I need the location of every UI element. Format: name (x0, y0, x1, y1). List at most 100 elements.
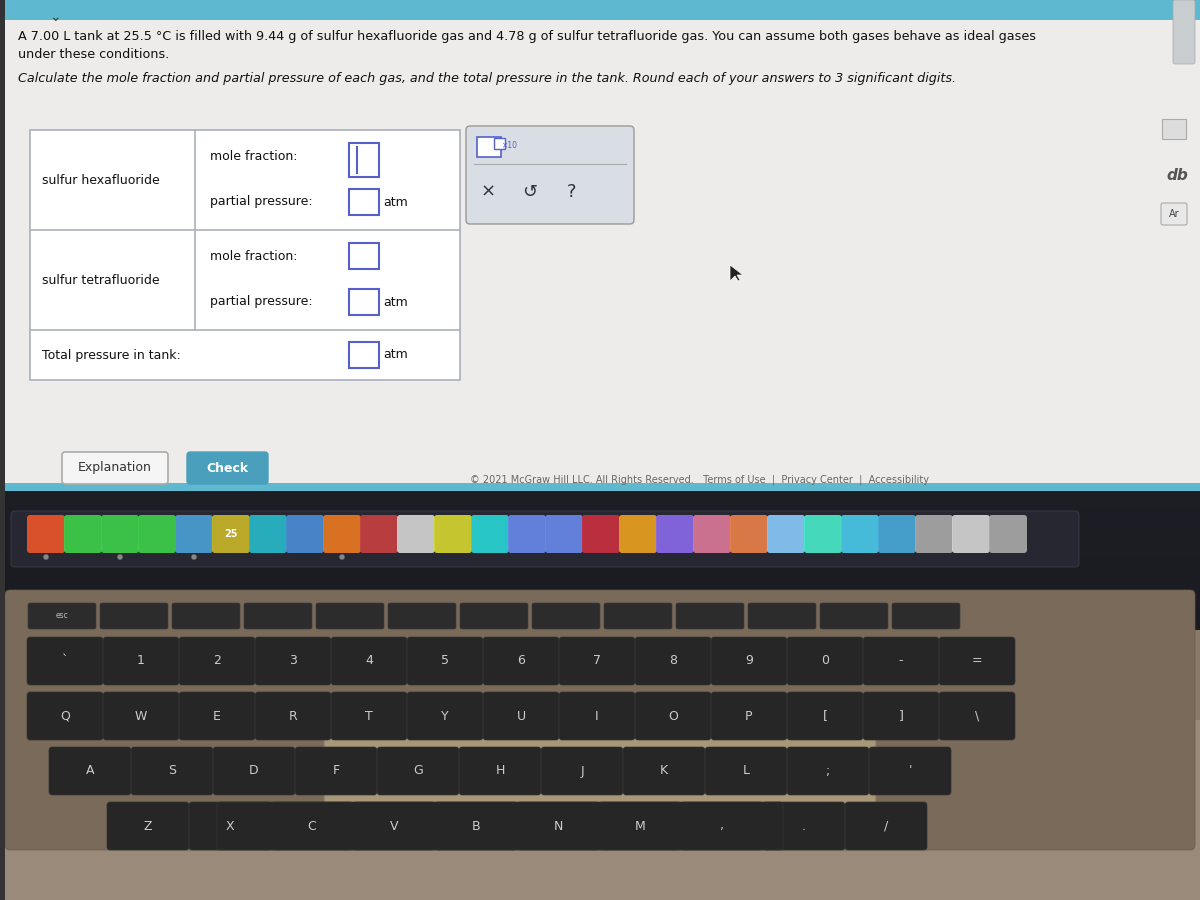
FancyBboxPatch shape (436, 802, 517, 850)
FancyBboxPatch shape (706, 747, 787, 795)
Text: B: B (472, 820, 480, 832)
Bar (0, 524, 1200, 541)
FancyBboxPatch shape (353, 802, 436, 850)
FancyBboxPatch shape (694, 515, 731, 553)
FancyBboxPatch shape (214, 747, 295, 795)
Text: L: L (743, 764, 750, 778)
FancyBboxPatch shape (100, 603, 168, 629)
FancyBboxPatch shape (916, 515, 953, 553)
FancyBboxPatch shape (623, 747, 706, 795)
FancyBboxPatch shape (482, 637, 559, 685)
Text: O: O (668, 709, 678, 723)
FancyBboxPatch shape (295, 747, 377, 795)
FancyBboxPatch shape (175, 515, 214, 553)
FancyBboxPatch shape (869, 747, 952, 795)
FancyBboxPatch shape (635, 637, 710, 685)
FancyBboxPatch shape (541, 747, 623, 795)
FancyBboxPatch shape (256, 637, 331, 685)
FancyBboxPatch shape (331, 692, 407, 740)
FancyBboxPatch shape (250, 515, 287, 553)
Bar (0, 0, 1200, 490)
Circle shape (340, 555, 344, 559)
Text: 6: 6 (517, 654, 524, 668)
Text: R: R (289, 709, 298, 723)
FancyBboxPatch shape (62, 452, 168, 484)
FancyBboxPatch shape (28, 637, 103, 685)
Text: 9: 9 (745, 654, 752, 668)
Text: ×: × (480, 183, 496, 201)
Text: ?: ? (568, 183, 577, 201)
Text: A 7.00 L tank at 25.5 °C is filled with 9.44 g of sulfur hexafluoride gas and 4.: A 7.00 L tank at 25.5 °C is filled with … (18, 30, 1036, 43)
FancyBboxPatch shape (138, 515, 176, 553)
Bar (0, 585, 1200, 900)
FancyBboxPatch shape (458, 747, 541, 795)
Text: -: - (899, 654, 904, 668)
Text: partial pressure:: partial pressure: (210, 195, 313, 209)
Text: [: [ (822, 709, 828, 723)
FancyBboxPatch shape (349, 342, 379, 368)
FancyBboxPatch shape (212, 515, 250, 553)
FancyBboxPatch shape (28, 692, 103, 740)
FancyBboxPatch shape (470, 515, 509, 553)
FancyBboxPatch shape (1162, 119, 1186, 139)
FancyBboxPatch shape (478, 137, 502, 157)
Text: =: = (972, 654, 983, 668)
FancyBboxPatch shape (748, 603, 816, 629)
FancyBboxPatch shape (767, 515, 805, 553)
FancyBboxPatch shape (989, 515, 1027, 553)
FancyBboxPatch shape (763, 802, 845, 850)
FancyBboxPatch shape (1162, 203, 1187, 225)
Text: J: J (580, 764, 584, 778)
Text: ↺: ↺ (522, 183, 538, 201)
Text: mole fraction:: mole fraction: (210, 149, 298, 163)
Text: C: C (307, 820, 317, 832)
FancyBboxPatch shape (730, 515, 768, 553)
Text: partial pressure:: partial pressure: (210, 295, 313, 309)
Bar (0, 490, 1200, 630)
Bar (0, 490, 1200, 507)
FancyBboxPatch shape (286, 515, 324, 553)
Polygon shape (730, 265, 743, 281)
Text: Calculate the mole fraction and partial pressure of each gas, and the total pres: Calculate the mole fraction and partial … (18, 72, 956, 85)
FancyBboxPatch shape (940, 637, 1015, 685)
Text: 0: 0 (821, 654, 829, 668)
Text: H: H (496, 764, 505, 778)
Text: A: A (85, 764, 95, 778)
Bar (0, 0, 5, 900)
FancyBboxPatch shape (316, 603, 384, 629)
FancyBboxPatch shape (604, 603, 672, 629)
FancyBboxPatch shape (190, 802, 271, 850)
FancyBboxPatch shape (619, 515, 658, 553)
FancyBboxPatch shape (787, 747, 869, 795)
Text: esc: esc (55, 611, 68, 620)
Text: Explanation: Explanation (78, 462, 152, 474)
FancyBboxPatch shape (532, 603, 600, 629)
Text: © 2021 McGraw Hill LLC. All Rights Reserved.   Terms of Use  |  Privacy Center  : © 2021 McGraw Hill LLC. All Rights Reser… (470, 475, 930, 485)
Text: `: ` (62, 654, 68, 668)
Bar (30, 130, 460, 380)
FancyBboxPatch shape (710, 692, 787, 740)
Bar (0, 0, 1200, 20)
Text: G: G (413, 764, 422, 778)
Text: 7: 7 (593, 654, 601, 668)
FancyBboxPatch shape (324, 729, 876, 841)
FancyBboxPatch shape (599, 802, 682, 850)
Text: Q: Q (60, 709, 70, 723)
Text: ,: , (720, 820, 724, 832)
Bar (0, 609, 1200, 626)
FancyBboxPatch shape (460, 603, 528, 629)
FancyBboxPatch shape (407, 637, 482, 685)
Text: Y: Y (442, 709, 449, 723)
Bar (0, 483, 1200, 491)
FancyBboxPatch shape (172, 603, 240, 629)
Text: 5: 5 (442, 654, 449, 668)
FancyBboxPatch shape (217, 802, 784, 850)
FancyBboxPatch shape (863, 692, 940, 740)
FancyBboxPatch shape (397, 515, 436, 553)
FancyBboxPatch shape (244, 603, 312, 629)
Text: T: T (365, 709, 373, 723)
Text: under these conditions.: under these conditions. (18, 48, 169, 61)
Text: I: I (595, 709, 599, 723)
FancyBboxPatch shape (434, 515, 472, 553)
Text: P: P (745, 709, 752, 723)
